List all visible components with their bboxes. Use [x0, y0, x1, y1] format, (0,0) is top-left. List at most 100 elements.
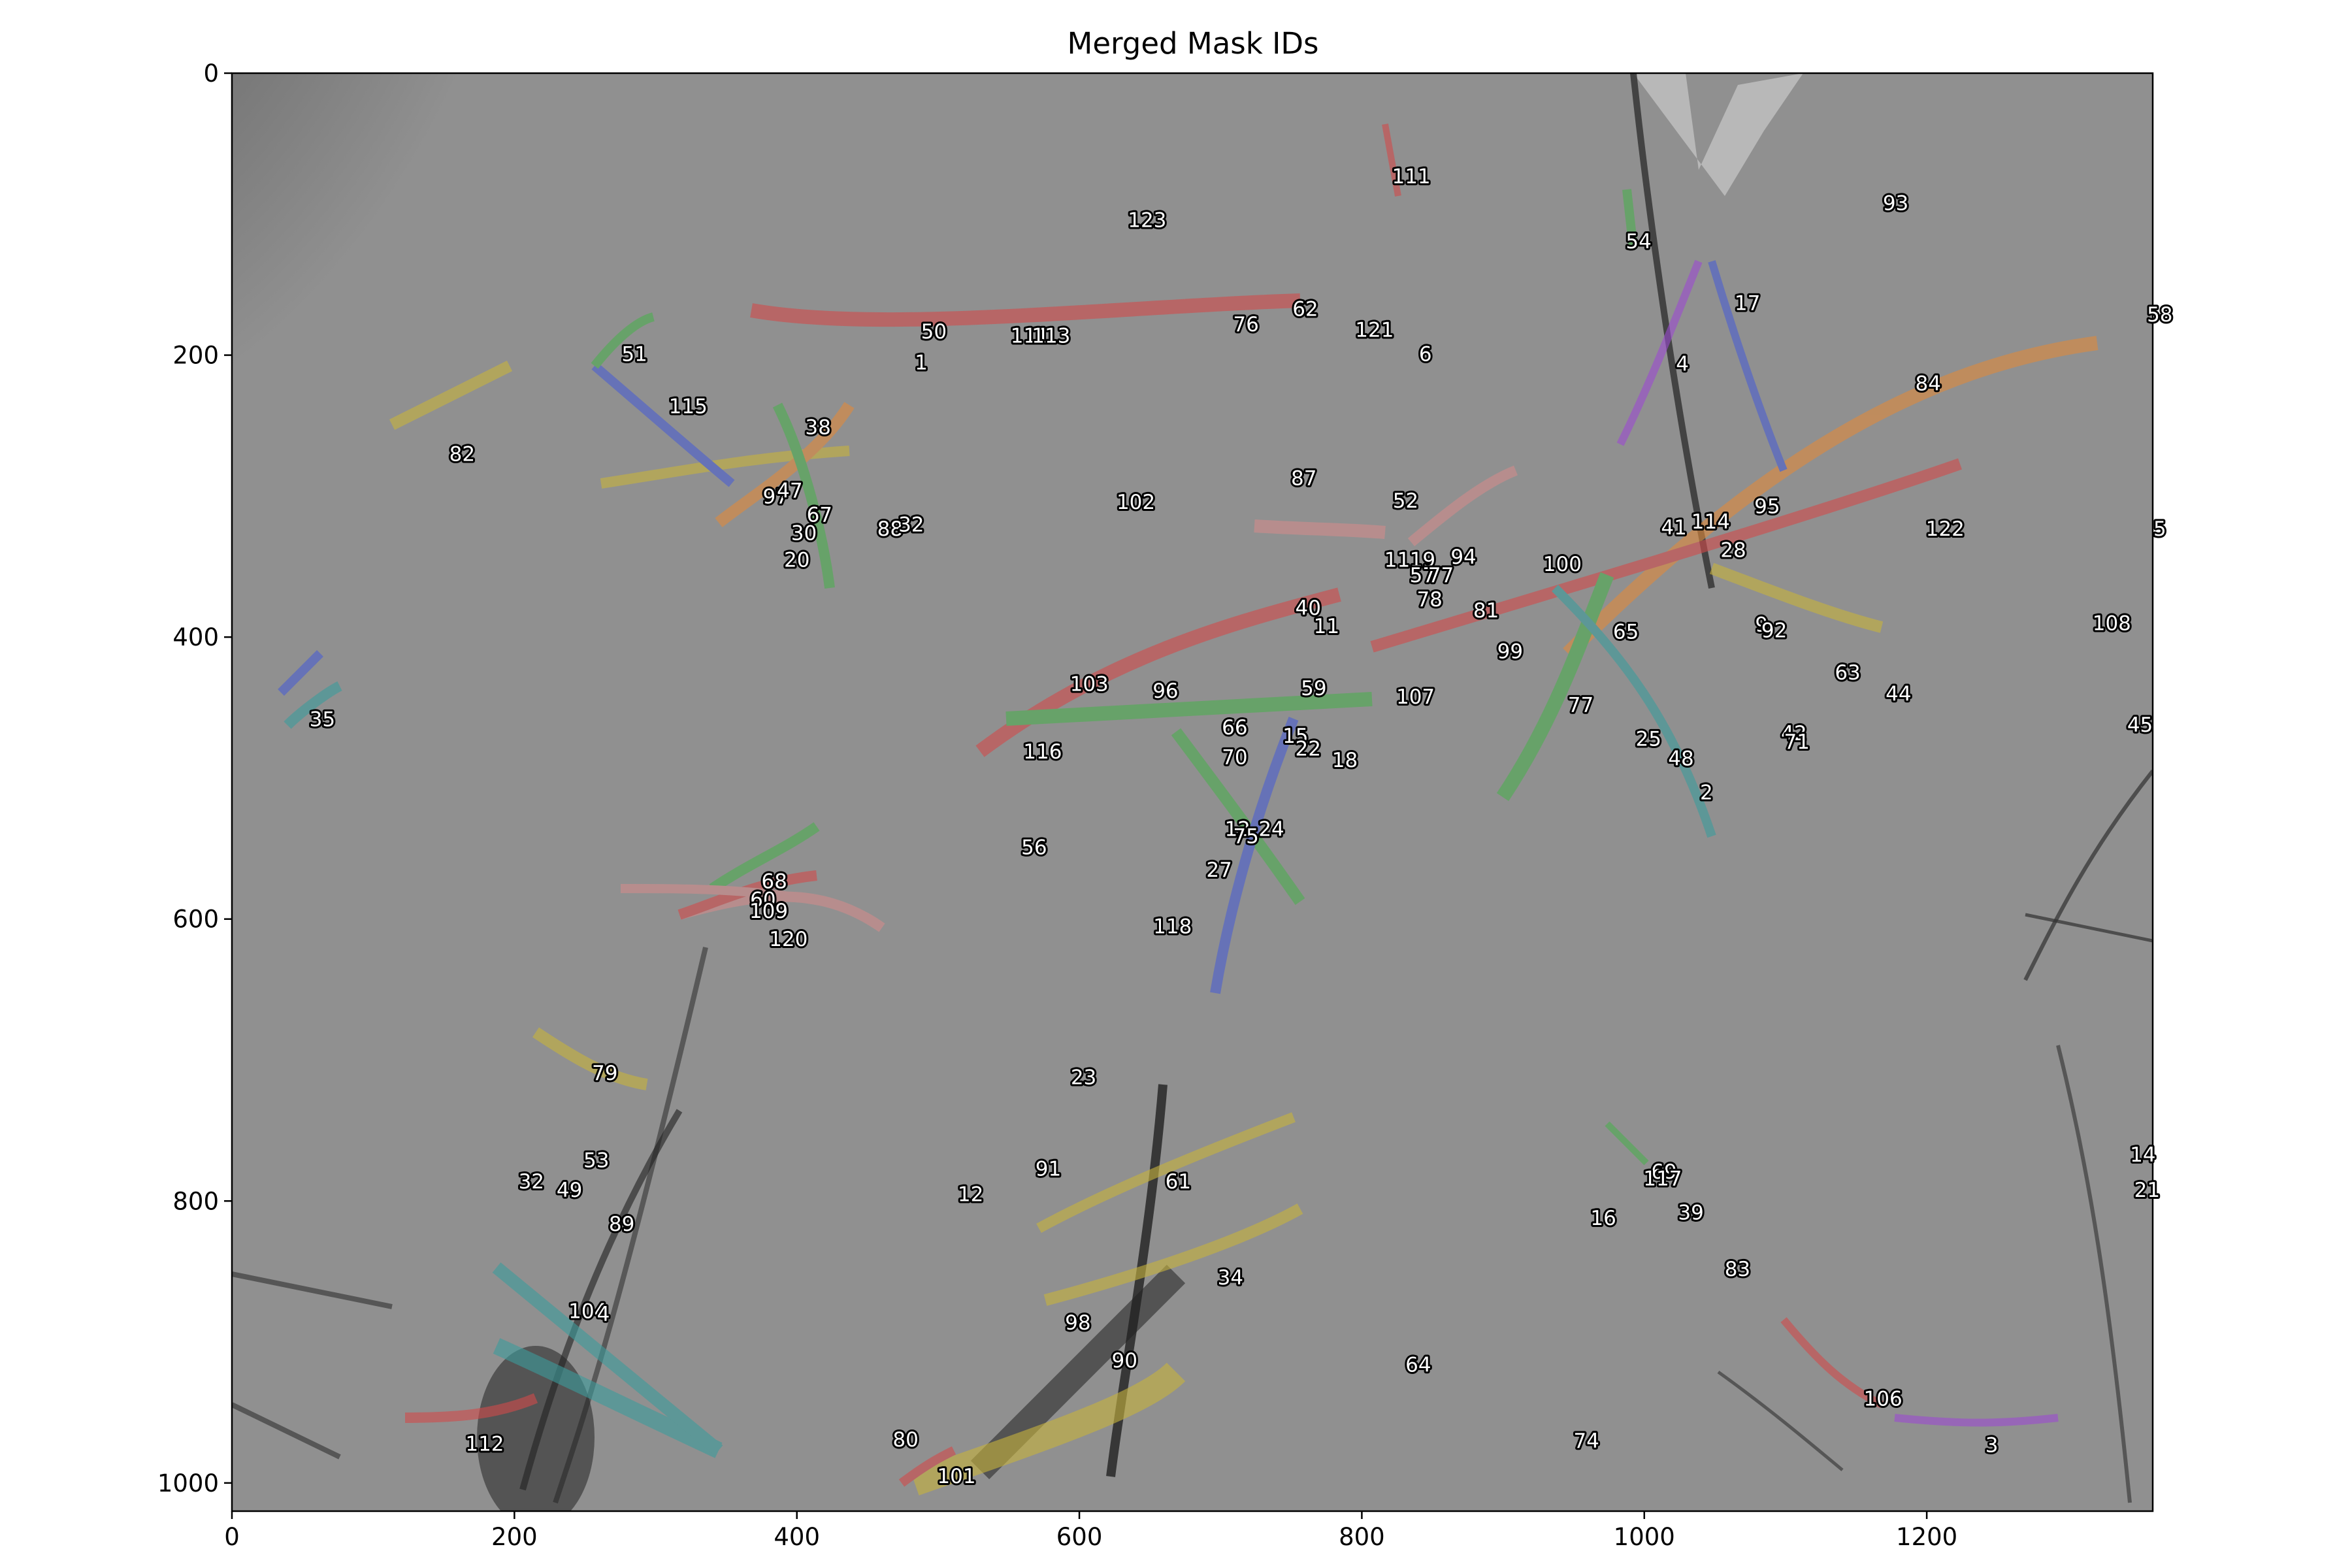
- mask-id-label: 84: [1916, 372, 1941, 396]
- mask-id-label: 59: [1301, 677, 1326, 700]
- axes-frame: [231, 72, 2154, 1512]
- mask-id-label: 95: [1754, 495, 1780, 518]
- mask-id-label: 116: [1023, 740, 1062, 764]
- mask-id-label: 101: [937, 1465, 975, 1488]
- mask-id-label: 20: [784, 548, 809, 572]
- x-tick-label: 400: [774, 1523, 820, 1551]
- mask-id-label: 113: [1032, 324, 1070, 348]
- mask-id-label: 41: [1661, 516, 1686, 540]
- mask-id-label: 56: [1021, 836, 1047, 860]
- mask-id-label: 38: [805, 416, 830, 440]
- mask-id-label: 82: [449, 443, 475, 466]
- mask-id-label: 62: [1292, 297, 1318, 321]
- mask-id-label: 9: [1755, 613, 1768, 637]
- mask-id-label: 65: [1613, 621, 1639, 644]
- mask-id-label: 22: [1296, 738, 1321, 761]
- mask-id-label: 67: [807, 503, 832, 527]
- mask-id-label: 92: [1761, 619, 1787, 642]
- mask-id-label: 48: [1668, 747, 1693, 771]
- mask-overlays: [278, 123, 2099, 1495]
- mask-id-label: 69: [1651, 1160, 1676, 1184]
- mask-id-label: 120: [769, 928, 808, 951]
- mask-id-label: 18: [1332, 749, 1358, 772]
- mask-id-label: 57: [1410, 564, 1435, 587]
- mask-id-label: 87: [1291, 466, 1316, 490]
- mask-id-label: 54: [1625, 230, 1651, 253]
- mask-id-label: 42: [1781, 722, 1806, 745]
- x-tick-label: 1200: [1896, 1523, 1957, 1551]
- y-tick-label: 200: [172, 342, 219, 370]
- mask-id-label: 19: [1410, 548, 1435, 572]
- mask-id-label: 74: [1573, 1429, 1599, 1453]
- mask-id-label: 35: [310, 708, 335, 731]
- mask-id-label: 16: [1590, 1207, 1616, 1230]
- mask-id-label: 52: [1393, 489, 1418, 513]
- mask-id-label: 79: [592, 1062, 617, 1085]
- mask-id-label: 3: [1985, 1434, 1999, 1458]
- mask-id-label: 104: [568, 1300, 607, 1324]
- mask-id-label: 11: [1314, 615, 1339, 638]
- mask-id-label: 88: [877, 517, 903, 541]
- mask-id-label: 50: [921, 320, 947, 344]
- mask-id-label: 106: [1864, 1387, 1903, 1411]
- mask-id-label: 78: [1416, 588, 1442, 612]
- mask-id-label: 4: [597, 1303, 610, 1326]
- mask-id-label: 24: [1258, 818, 1284, 841]
- mask-id-label: 15: [1282, 725, 1308, 748]
- mask-id-label: 80: [892, 1428, 918, 1452]
- y-tick-label: 800: [172, 1187, 219, 1215]
- mask-id-label: 2: [1700, 781, 1713, 805]
- chart-title: Merged Mask IDs: [1068, 26, 1319, 61]
- micrograph-background: [232, 73, 2153, 1511]
- mask-id-label: 58: [2147, 303, 2172, 327]
- mask-id-label: 32: [898, 514, 924, 537]
- mask-id-label: 102: [1117, 491, 1155, 514]
- mask-id-label: 12: [1224, 818, 1250, 841]
- mask-id-label: 45: [2127, 713, 2153, 737]
- x-tick-label: 200: [491, 1523, 538, 1551]
- mask-id-label: 112: [465, 1432, 504, 1456]
- mask-id-label: 98: [1065, 1311, 1090, 1335]
- mask-id-label: 71: [1784, 730, 1810, 754]
- mask-id-label: 53: [583, 1149, 609, 1173]
- micrograph-texture: [232, 73, 2153, 1511]
- mask-id-label: 123: [1128, 208, 1166, 232]
- mask-id-label: 44: [1886, 682, 1911, 706]
- mask-id-label: 51: [621, 342, 647, 366]
- mask-id-label: 100: [1543, 553, 1582, 576]
- mask-id-label: 21: [2134, 1179, 2160, 1202]
- y-tick-label: 600: [172, 906, 219, 934]
- mask-id-label: 5: [2153, 517, 2166, 541]
- mask-id-label: 111: [1392, 165, 1430, 189]
- mask-id-label: 107: [1396, 685, 1435, 709]
- mask-id-label: 66: [1222, 716, 1247, 740]
- mask-id-label: 25: [1636, 728, 1661, 751]
- mask-id-label: 77: [1428, 564, 1454, 587]
- x-axis: 0 200 400 600 800 1000 1200: [224, 1511, 1957, 1551]
- mask-id-label: 97: [763, 485, 789, 508]
- y-tick-label: 400: [172, 623, 219, 651]
- mask-id-label: 28: [1720, 538, 1746, 562]
- mask-id-label: 93: [1883, 192, 1908, 216]
- mask-id-label: 32: [519, 1170, 544, 1194]
- mask-id-label: 1: [915, 351, 928, 374]
- mask-id-label: 40: [1296, 596, 1321, 620]
- mask-id-label: 108: [2093, 612, 2131, 636]
- mask-id-label: 114: [1691, 510, 1730, 534]
- mask-id-label: 111: [1011, 324, 1049, 348]
- y-tick-label: 1000: [157, 1469, 219, 1497]
- mask-id-label: 68: [761, 870, 787, 893]
- x-tick-label: 0: [224, 1523, 240, 1551]
- mask-id-label: 121: [1355, 319, 1394, 342]
- y-axis: 0 200 400 600 800 1000: [157, 59, 232, 1497]
- mask-id-label: 94: [1450, 546, 1476, 569]
- mask-id-label: 12: [958, 1183, 983, 1206]
- mask-id-label: 11: [1384, 548, 1410, 572]
- mask-id-label: 64: [1405, 1354, 1431, 1377]
- mask-id-label: 81: [1473, 599, 1499, 623]
- mask-id-label: 91: [1036, 1158, 1061, 1181]
- mask-id-labels-edge: 58 5 45 14 21: [2125, 301, 2175, 1204]
